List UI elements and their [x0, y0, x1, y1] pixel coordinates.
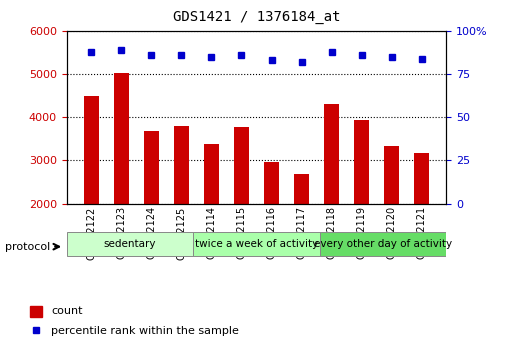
Bar: [84, 96, 99, 204]
Text: twice a week of activity: twice a week of activity: [195, 239, 318, 249]
Bar: [174, 126, 189, 204]
Bar: [324, 104, 339, 204]
Text: GDS1421 / 1376184_at: GDS1421 / 1376184_at: [173, 10, 340, 24]
Bar: [384, 146, 399, 204]
Bar: [30, 306, 42, 317]
Text: protocol: protocol: [5, 242, 50, 252]
Bar: [264, 162, 279, 204]
Bar: [294, 174, 309, 204]
FancyBboxPatch shape: [67, 233, 193, 256]
Text: sedentary: sedentary: [104, 239, 156, 249]
Bar: [114, 73, 129, 204]
Bar: [414, 152, 429, 204]
Bar: [204, 144, 219, 204]
Text: count: count: [51, 306, 83, 315]
FancyBboxPatch shape: [320, 233, 446, 256]
Text: percentile rank within the sample: percentile rank within the sample: [51, 326, 239, 336]
Text: every other day of activity: every other day of activity: [314, 239, 452, 249]
Bar: [144, 131, 159, 204]
FancyBboxPatch shape: [193, 233, 320, 256]
Bar: [354, 120, 369, 204]
Bar: [234, 127, 249, 204]
